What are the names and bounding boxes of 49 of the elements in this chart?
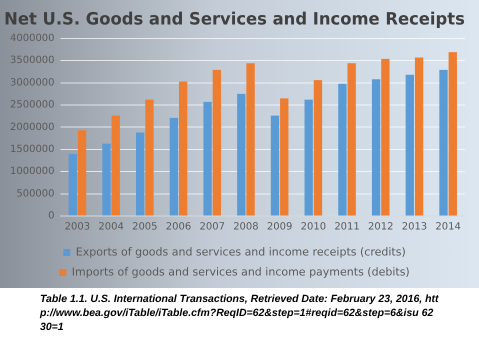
y-tick-label: 2000000: [10, 122, 55, 133]
bar: [112, 116, 120, 216]
x-tick-label: 2010: [300, 222, 326, 233]
bar: [68, 154, 77, 216]
bar: [212, 70, 222, 216]
x-tick-label: 2003: [64, 222, 90, 233]
legend-label: Imports of goods and services and income payments (debits): [72, 265, 410, 278]
x-tick-label: 2011: [334, 222, 360, 233]
bar: [347, 63, 356, 216]
x-tick-label: 2008: [233, 222, 259, 233]
x-tick-label: 2004: [98, 222, 124, 233]
caption: Table 1.1. U.S. International Transactions, Retrieved Date: February 23, 2016, http://www.bea.gov/iTable/iTable.cfm?ReqID=62&step=1#reqid=62&step=6&isu 6230=1: [38, 292, 440, 334]
bar: [136, 132, 144, 216]
bar: [406, 74, 414, 216]
x-tick-label: 2009: [266, 222, 292, 233]
bar: [414, 57, 424, 216]
y-tick-label: 4000000: [10, 32, 55, 44]
bar: [78, 130, 86, 216]
bar: [178, 81, 188, 216]
x-tick-label: 2005: [132, 222, 158, 233]
bar: [338, 84, 347, 216]
bar: [170, 118, 178, 216]
bar: [439, 70, 448, 216]
bar: [246, 63, 255, 216]
x-tick-label: 2013: [402, 222, 428, 233]
y-tick-label: 3500000: [10, 55, 55, 66]
x-tick-label: 2014: [435, 222, 461, 233]
bar: [372, 79, 380, 216]
y-tick-label: 500000: [16, 188, 55, 200]
y-tick-label: 1500000: [10, 144, 55, 155]
bar: [280, 98, 288, 216]
bar: [270, 116, 280, 216]
bar: [304, 100, 313, 216]
bar: [145, 100, 154, 216]
bar: [102, 144, 111, 216]
x-tick-label: 2012: [368, 222, 394, 233]
legend-label: Exports of goods and services and income receipts (credits): [76, 245, 406, 258]
bar: [448, 52, 457, 216]
bar: [314, 80, 322, 216]
y-tick-label: 0: [48, 210, 55, 222]
y-tick-label: 3000000: [10, 77, 55, 88]
bar: [381, 58, 390, 216]
bar: [203, 102, 212, 216]
x-tick-label: 2007: [199, 222, 225, 233]
bar: [237, 94, 246, 216]
y-tick-label: 1000000: [10, 166, 55, 178]
y-tick-label: 2500000: [10, 100, 55, 111]
chart-title: Net U.S. Goods and Services and Income Receipts: [4, 9, 465, 29]
x-tick-label: 2006: [166, 222, 192, 233]
